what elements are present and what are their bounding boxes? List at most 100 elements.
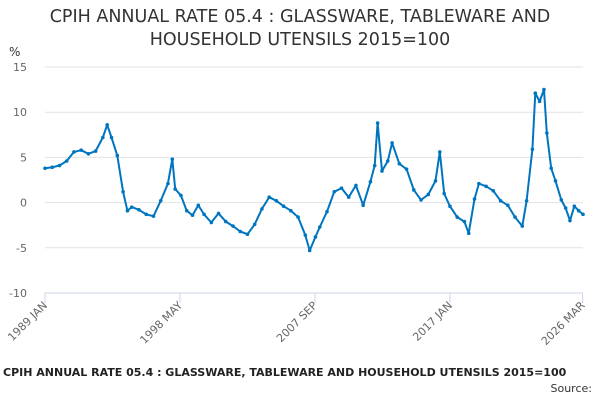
x-tick-label: 1989 JAN xyxy=(5,299,50,344)
data-point[interactable] xyxy=(158,198,163,203)
data-point[interactable] xyxy=(354,183,358,188)
data-point[interactable] xyxy=(346,195,351,199)
data-point[interactable] xyxy=(72,150,76,154)
data-point[interactable] xyxy=(296,215,300,219)
data-point[interactable] xyxy=(442,191,446,196)
data-point[interactable] xyxy=(274,198,279,203)
data-point[interactable] xyxy=(455,215,459,219)
data-point[interactable] xyxy=(101,135,105,140)
x-axis: 1989 JAN 1998 MAY 2007 SEP 2017 JAN 2026 MAR xyxy=(5,292,588,348)
x-tick-label: 2007 SEP xyxy=(274,299,320,345)
data-point[interactable] xyxy=(537,99,542,104)
data-point[interactable] xyxy=(93,149,98,153)
data-point[interactable] xyxy=(216,211,221,216)
data-point[interactable] xyxy=(289,208,293,213)
data-point[interactable] xyxy=(121,189,125,194)
data-point[interactable] xyxy=(477,181,481,186)
data-point[interactable] xyxy=(390,141,394,145)
x-tick-label: 1998 MAY xyxy=(137,299,185,347)
data-point[interactable] xyxy=(404,167,409,171)
x-tick-label: 2017 JAN xyxy=(410,299,455,344)
data-point[interactable] xyxy=(397,161,402,166)
data-point[interactable] xyxy=(513,215,517,219)
data-point[interactable] xyxy=(484,184,488,189)
data-point[interactable] xyxy=(426,192,431,197)
data-point[interactable] xyxy=(151,214,156,218)
data-point[interactable] xyxy=(563,206,568,210)
data-point[interactable] xyxy=(559,198,564,202)
data-point[interactable] xyxy=(332,189,337,194)
data-point[interactable] xyxy=(179,193,183,198)
data-point[interactable] xyxy=(196,203,201,208)
data-point[interactable] xyxy=(462,219,467,224)
data-point[interactable] xyxy=(125,208,130,213)
data-point[interactable] xyxy=(166,181,170,186)
y-tick-label: -10 xyxy=(9,287,27,300)
data-point[interactable] xyxy=(307,248,312,253)
data-point[interactable] xyxy=(542,87,546,92)
data-point[interactable] xyxy=(530,147,535,152)
data-point[interactable] xyxy=(380,169,384,173)
data-point[interactable] xyxy=(505,203,510,208)
data-point[interactable] xyxy=(438,150,442,154)
data-point[interactable] xyxy=(129,205,134,209)
data-point[interactable] xyxy=(43,166,47,171)
data-point[interactable] xyxy=(385,159,390,163)
data-point[interactable] xyxy=(50,165,55,170)
data-point[interactable] xyxy=(524,198,529,203)
data-point[interactable] xyxy=(520,224,525,228)
data-point[interactable] xyxy=(267,195,271,199)
data-point[interactable] xyxy=(545,131,549,135)
data-point[interactable] xyxy=(472,197,477,201)
data-point[interactable] xyxy=(375,121,380,125)
data-point[interactable] xyxy=(223,219,228,224)
data-point[interactable] xyxy=(57,163,62,168)
data-point[interactable] xyxy=(313,235,318,239)
data-point[interactable] xyxy=(533,91,538,96)
data-point[interactable] xyxy=(231,224,235,228)
data-point[interactable] xyxy=(209,220,214,225)
data-point[interactable] xyxy=(260,207,264,211)
data-point[interactable] xyxy=(568,218,572,223)
data-point[interactable] xyxy=(105,123,109,127)
data-point[interactable] xyxy=(576,208,581,213)
data-point[interactable] xyxy=(238,229,243,234)
data-point[interactable] xyxy=(433,179,438,183)
x-tick-label: 2026 MAR xyxy=(539,299,588,348)
data-point[interactable] xyxy=(553,179,558,183)
data-point[interactable] xyxy=(303,233,308,237)
data-point[interactable] xyxy=(109,135,114,140)
data-point[interactable] xyxy=(144,212,149,217)
data-point[interactable] xyxy=(339,186,344,190)
data-point[interactable] xyxy=(252,222,257,227)
data-point[interactable] xyxy=(317,225,322,229)
data-point[interactable] xyxy=(411,188,416,192)
y-tick-label: 5 xyxy=(20,151,27,164)
chart-title-line-2: HOUSEHOLD UTENSILS 2015=100 xyxy=(149,30,451,50)
data-point[interactable] xyxy=(170,157,175,162)
data-point[interactable] xyxy=(190,213,195,218)
data-point[interactable] xyxy=(202,212,206,217)
data-point[interactable] xyxy=(137,208,141,212)
data-point[interactable] xyxy=(372,163,377,168)
data-point[interactable] xyxy=(184,208,189,213)
data-point[interactable] xyxy=(115,153,120,158)
data-point[interactable] xyxy=(549,166,553,171)
data-point[interactable] xyxy=(498,198,503,203)
data-point[interactable] xyxy=(79,148,83,152)
data-point[interactable] xyxy=(325,209,329,214)
data-point[interactable] xyxy=(572,204,577,209)
data-point[interactable] xyxy=(419,198,423,202)
data-point[interactable] xyxy=(64,159,69,163)
data-point[interactable] xyxy=(245,232,250,237)
data-point[interactable] xyxy=(173,187,177,191)
data-point[interactable] xyxy=(581,212,585,217)
data-point[interactable] xyxy=(368,180,373,184)
data-point[interactable] xyxy=(491,189,496,193)
data-point[interactable] xyxy=(448,204,452,209)
data-point[interactable] xyxy=(281,204,286,209)
data-point[interactable] xyxy=(361,203,365,208)
data-point[interactable] xyxy=(86,151,91,156)
data-point[interactable] xyxy=(466,231,471,236)
